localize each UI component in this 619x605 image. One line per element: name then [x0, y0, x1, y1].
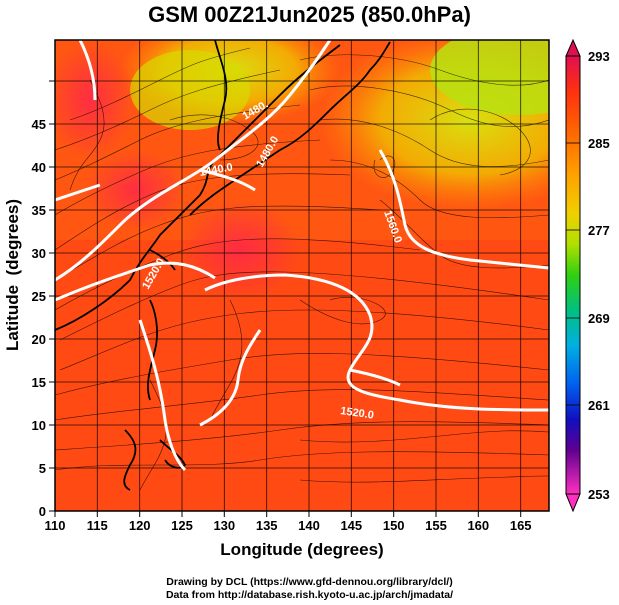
y-tick-label: 0 — [39, 504, 46, 519]
y-tick-label: 5 — [39, 461, 46, 476]
y-tick-label: 15 — [32, 375, 46, 390]
colorbar-label: 285 — [588, 136, 610, 151]
x-tick-label: 130 — [213, 518, 235, 533]
credits: Drawing by DCL (https://www.gfd-dennou.o… — [0, 576, 619, 602]
colorbar-label: 293 — [588, 49, 610, 64]
y-axis-label: Latitude (degrees) — [3, 199, 22, 351]
x-ticks — [54, 511, 522, 517]
x-tick-label: 110 — [45, 518, 66, 533]
y-tick-label: 30 — [32, 246, 46, 261]
colorbar — [565, 38, 581, 513]
x-tick-label: 165 — [510, 518, 532, 533]
height-contours — [55, 40, 549, 472]
x-tick-label: 125 — [171, 518, 193, 533]
y-ticks — [49, 80, 55, 512]
y-tick-label: 35 — [32, 203, 46, 218]
credit-line-data: Data from http://database.rish.kyoto-u.a… — [165, 589, 454, 601]
plot-frame — [54, 39, 550, 512]
colorbar-label: 261 — [588, 398, 610, 413]
colorbar-label: 253 — [588, 487, 610, 502]
x-tick-labels: 110 115 120 125 130 135 140 145 150 155 … — [45, 518, 532, 533]
credit-line-dcl: Drawing by DCL (https://www.gfd-dennou.o… — [166, 576, 453, 588]
y-tick-label: 45 — [32, 117, 46, 132]
y-tick-label: 20 — [32, 332, 46, 347]
colorbar-labels: 293 285 277 269 261 253 — [588, 49, 610, 502]
x-tick-label: 120 — [129, 518, 151, 533]
x-tick-label: 140 — [298, 518, 320, 533]
map-title: GSM 00Z21Jun2025 (850.0hPa) — [148, 2, 471, 27]
coastlines — [55, 40, 391, 491]
y-tick-label: 40 — [32, 160, 46, 175]
y-tick-labels: 0 5 10 15 20 25 30 35 40 45 — [32, 117, 46, 519]
x-tick-label: 155 — [425, 518, 447, 533]
x-tick-label: 115 — [87, 518, 108, 533]
colorbar-label: 277 — [588, 223, 610, 238]
x-tick-label: 145 — [340, 518, 362, 533]
contour-label: 1520.0 — [340, 405, 375, 422]
y-tick-label: 10 — [32, 418, 46, 433]
contour-label: 1440.0 — [198, 161, 233, 179]
wind-streamlines — [55, 47, 549, 491]
x-tick-label: 160 — [467, 518, 489, 533]
y-tick-label: 25 — [32, 289, 46, 304]
x-tick-label: 150 — [383, 518, 405, 533]
x-axis-label: Longitude (degrees) — [220, 540, 383, 559]
x-tick-label: 135 — [256, 518, 278, 533]
colorbar-label: 269 — [588, 311, 610, 326]
